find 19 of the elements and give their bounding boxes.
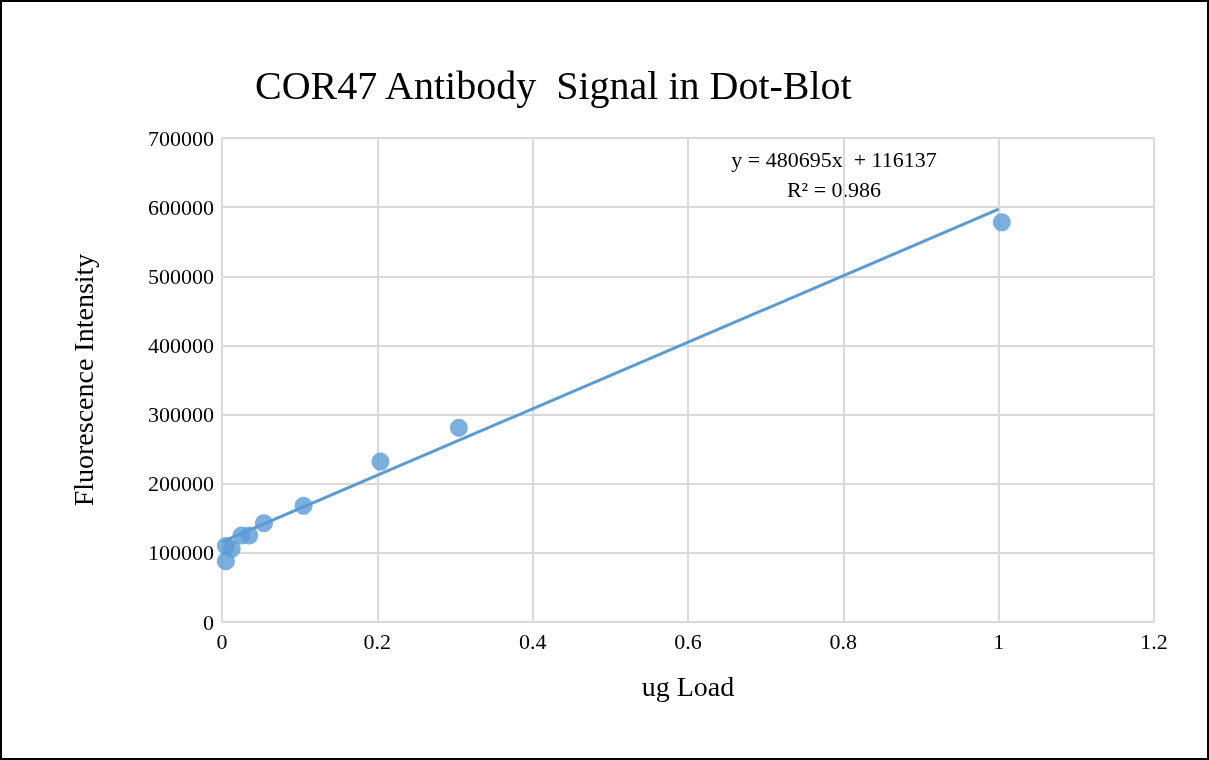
x-tick-label: 0.4 (518, 628, 547, 654)
x-tick-label: 1.2 (1140, 628, 1168, 654)
x-tick-label: 0.8 (829, 628, 858, 654)
y-tick-label: 100000 (148, 540, 214, 566)
annotation: R² = 0.986 (786, 176, 882, 202)
y-tick-label: 300000 (148, 402, 214, 428)
x-tick-label: 0.6 (674, 628, 702, 654)
y-tick-label: 600000 (148, 194, 214, 220)
y-tick-label: 400000 (148, 332, 214, 358)
y-tick-label: 0 (203, 609, 214, 635)
x-axis-title: ug Load (641, 670, 735, 702)
annotation: y = 480695x + 116137 (731, 146, 937, 172)
chart-title: COR47 Antibody Signal in Dot-Blot (255, 62, 852, 108)
y-axis-title: Fluorescence Intensity (67, 253, 99, 507)
y-tick-label: 700000 (148, 125, 214, 151)
x-tick-label: 0.2 (363, 628, 392, 654)
x-tick-label: 1 (993, 628, 1005, 654)
y-tick-label: 200000 (148, 471, 214, 497)
y-tick-label: 500000 (148, 263, 214, 289)
